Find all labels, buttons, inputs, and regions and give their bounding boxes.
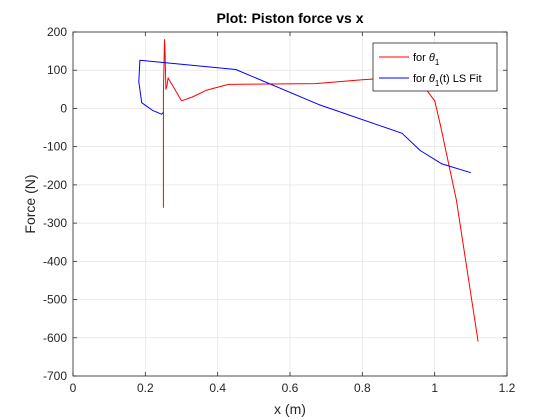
legend: for θ1 for θ1(t) LS Fit <box>372 42 498 92</box>
chart-title: Plot: Piston force vs x <box>216 10 363 26</box>
x-tick-label: 1 <box>431 381 438 395</box>
x-tick-label: 0.2 <box>137 381 154 395</box>
series-line-2 <box>138 59 471 174</box>
y-tick-label: 100 <box>47 63 67 77</box>
y-tick-label: -500 <box>43 293 67 307</box>
series-line-1 <box>162 39 479 342</box>
axis-ticks: 0 0.2 0.4 0.6 0.8 1 1.2 200 100 0 -100 -200 -300 -400… <box>43 25 516 395</box>
y-tick-label: -600 <box>43 331 67 345</box>
legend-entry-series-1: for θ1 <box>413 52 440 67</box>
x-tick-label: 1.2 <box>499 381 516 395</box>
legend-entry-series-2: for θ1(t) LS Fit <box>413 73 482 88</box>
x-tick-label: 0.4 <box>209 381 226 395</box>
y-tick-label: -100 <box>43 140 67 154</box>
x-tick-label: 0.8 <box>354 381 371 395</box>
y-tick-label: -400 <box>43 254 67 268</box>
legend-box <box>372 42 498 92</box>
y-axis-label: Force (N) <box>22 174 38 233</box>
x-tick-label: 0 <box>70 381 77 395</box>
y-tick-label: -700 <box>43 369 67 383</box>
x-tick-label: 0.6 <box>282 381 299 395</box>
y-tick-label: -300 <box>43 216 67 230</box>
series-lines <box>138 39 479 342</box>
x-axis-label: x (m) <box>274 401 306 417</box>
y-tick-label: -200 <box>43 178 67 192</box>
y-tick-label: 0 <box>60 101 67 115</box>
y-tick-label: 200 <box>47 25 67 39</box>
